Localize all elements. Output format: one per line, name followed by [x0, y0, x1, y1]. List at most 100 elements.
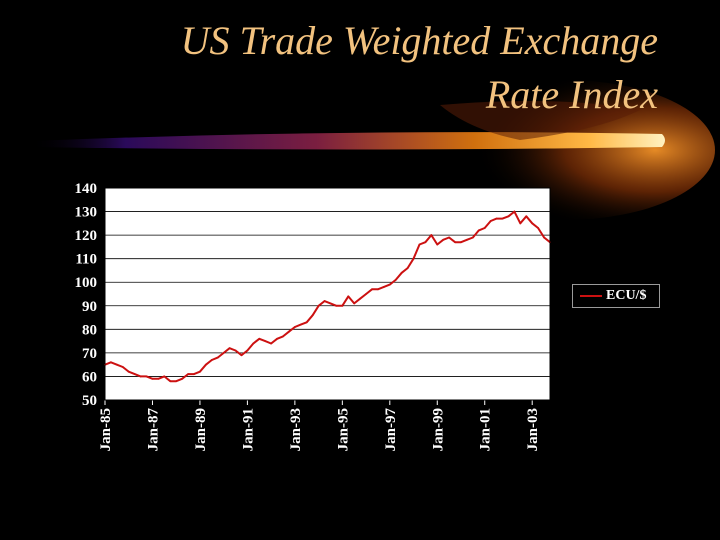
- data-point: [299, 323, 302, 326]
- data-point: [157, 377, 160, 380]
- legend: ECU/$: [572, 284, 660, 308]
- data-point: [371, 288, 373, 291]
- y-tick-label: 120: [75, 228, 98, 244]
- data-point: [365, 293, 367, 295]
- x-tick-label: Jan-87: [145, 408, 161, 452]
- data-point: [187, 373, 189, 375]
- data-point: [347, 295, 350, 298]
- data-point: [115, 363, 118, 366]
- data-point: [199, 370, 201, 373]
- data-point: [501, 217, 504, 220]
- data-point: [133, 373, 136, 375]
- data-point: [406, 267, 409, 269]
- data-point: [543, 236, 545, 239]
- data-point: [317, 304, 320, 307]
- data-point: [246, 349, 249, 352]
- data-point: [519, 222, 522, 225]
- y-tick-label: 50: [82, 393, 97, 409]
- data-point: [377, 288, 379, 291]
- x-tick-label: Jan-91: [240, 408, 256, 451]
- data-point: [400, 271, 403, 274]
- data-point: [282, 335, 284, 338]
- data-point: [210, 359, 213, 361]
- data-point: [495, 217, 498, 220]
- data-point: [293, 326, 296, 328]
- data-point: [460, 241, 462, 244]
- data-point: [442, 238, 445, 241]
- series-line-ecu-per-dollar: [104, 210, 551, 383]
- data-point: [151, 377, 154, 380]
- data-point: [127, 370, 130, 373]
- data-point: [181, 377, 184, 380]
- data-point: [531, 222, 534, 225]
- data-point: [454, 241, 456, 244]
- data-point: [537, 227, 540, 229]
- y-tick-label: 90: [82, 299, 97, 315]
- data-point: [175, 380, 178, 383]
- data-point: [394, 278, 397, 281]
- data-point: [305, 321, 308, 324]
- x-tick-label: Jan-03: [525, 408, 541, 451]
- data-point: [228, 347, 231, 350]
- y-tick-label: 80: [82, 322, 97, 338]
- data-point: [436, 243, 439, 246]
- y-tick-label: 60: [82, 369, 97, 385]
- legend-label: ECU/$: [606, 288, 647, 303]
- data-point: [169, 380, 172, 383]
- y-tick-label: 100: [75, 275, 98, 291]
- data-point: [329, 302, 332, 305]
- plot-area: [105, 188, 550, 400]
- data-point: [471, 236, 474, 239]
- data-point: [234, 349, 237, 352]
- data-point: [288, 330, 290, 333]
- x-tick-label: Jan-01: [478, 408, 494, 451]
- data-point: [276, 337, 278, 340]
- legend-swatch: [580, 295, 602, 297]
- data-point: [323, 300, 326, 302]
- data-point: [489, 220, 492, 222]
- data-point: [525, 215, 528, 218]
- data-point: [335, 304, 338, 307]
- data-point: [353, 302, 356, 305]
- data-point: [513, 210, 516, 213]
- data-point: [258, 337, 261, 340]
- data-point: [216, 356, 219, 359]
- data-point: [430, 234, 433, 237]
- data-point: [424, 241, 427, 244]
- data-point: [222, 351, 225, 354]
- data-point: [270, 342, 273, 345]
- data-point: [163, 375, 166, 378]
- data-point: [477, 229, 480, 232]
- data-point: [359, 297, 362, 300]
- data-point: [193, 373, 195, 375]
- data-point: [264, 340, 267, 343]
- data-point: [483, 227, 486, 229]
- data-point: [412, 257, 415, 260]
- title-line-2: Rate Index: [485, 72, 658, 117]
- data-point: [466, 238, 468, 241]
- x-tick-label: Jan-97: [383, 408, 399, 452]
- data-point: [311, 314, 314, 317]
- y-tick-label: 140: [75, 181, 98, 197]
- data-point: [121, 366, 124, 368]
- x-tick-label: Jan-85: [98, 408, 114, 451]
- title-line-1: US Trade Weighted Exchange: [180, 18, 658, 63]
- x-tick-label: Jan-93: [288, 408, 304, 451]
- data-point: [418, 243, 421, 246]
- data-point: [388, 283, 391, 286]
- data-point: [382, 286, 385, 288]
- data-point: [507, 215, 510, 218]
- data-point: [110, 361, 112, 364]
- data-point: [448, 236, 451, 239]
- y-tick-label: 130: [75, 205, 98, 221]
- data-point: [252, 342, 255, 345]
- plot-border: [104, 187, 551, 401]
- data-point: [341, 304, 344, 307]
- data-point: [139, 375, 142, 378]
- x-tick-label: Jan-95: [335, 408, 351, 451]
- x-tick-label: Jan-99: [430, 408, 446, 451]
- data-point: [240, 354, 243, 357]
- data-point: [204, 363, 207, 366]
